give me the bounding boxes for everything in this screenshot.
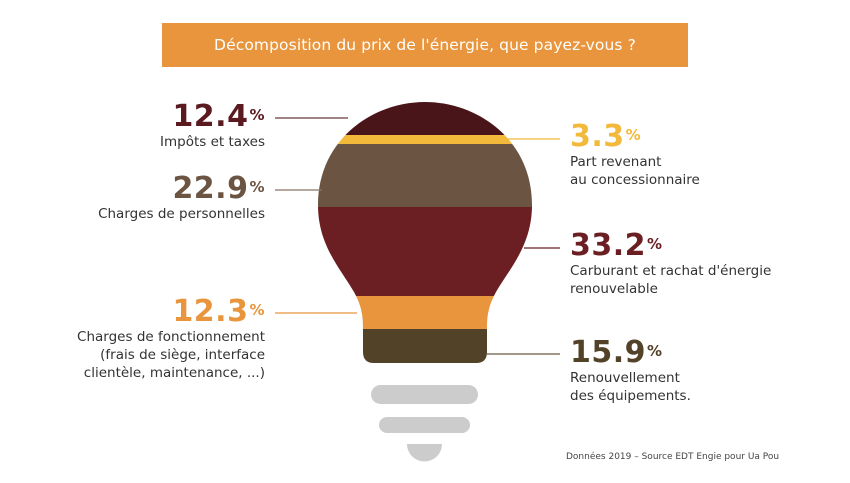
label-impots: 12.4% Impôts et taxes [160,99,265,151]
label-fonctionnement: 12.3% Charges de fonctionnement (frais d… [77,294,265,382]
bulb-base-tip [407,444,442,462]
band-carburant [318,207,532,296]
band-renouvellement [318,329,532,363]
chart-title: Décomposition du prix de l'énergie, que … [214,36,636,54]
source-note: Données 2019 – Source EDT Engie pour Ua … [566,452,780,462]
label-carburant: 33.2% Carburant et rachat d'énergie reno… [570,228,772,298]
title-banner: Décomposition du prix de l'énergie, que … [162,23,688,67]
label-renouvellement: 15.9% Renouvellement des équipements. [570,335,691,405]
bulb-base-bar-2 [379,417,470,433]
label-personnel: 22.9% Charges de personnelles [98,171,265,223]
label-concessionnaire: 3.3% Part revenant au concessionnaire [570,119,700,189]
bulb-base-bar-1 [371,385,478,404]
band-concessionnaire [318,135,532,144]
band-personnel [318,144,532,207]
